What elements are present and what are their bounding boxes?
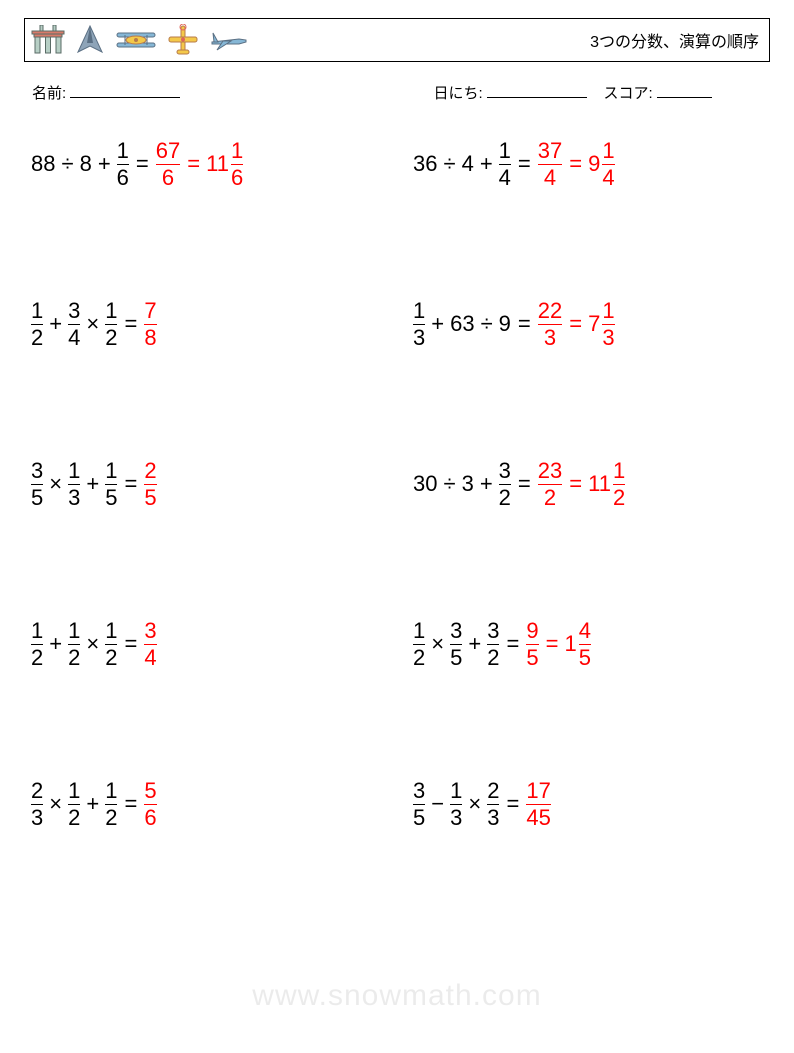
biplane-icon	[115, 27, 157, 53]
problem: 12+12×12=34	[30, 619, 382, 669]
problem: 30÷3+32=232=1112	[412, 459, 764, 509]
problem: 88÷8+16=676=1116	[30, 139, 382, 189]
problem-question: 30÷3+32	[412, 460, 512, 509]
problem-answer: 1745	[525, 780, 551, 829]
name-blank	[70, 82, 180, 98]
problem: 13+63÷9=223=713	[412, 299, 764, 349]
problem-question: 35×13+15	[30, 460, 118, 509]
problem-question: 13+63÷9	[412, 300, 512, 349]
problem-question: 36÷4+14	[412, 140, 512, 189]
equals-sign: =	[118, 473, 143, 495]
watermark: www.snowmath.com	[0, 979, 794, 1013]
equals-sign: =	[118, 633, 143, 655]
problem: 12×35+32=95=145	[412, 619, 764, 669]
airliner-icon	[209, 28, 249, 52]
problem-question: 88÷8+16	[30, 140, 130, 189]
problem: 23×12+12=56	[30, 779, 382, 829]
problem: 35×13+15=25	[30, 459, 382, 509]
problem-question: 12×35+32	[412, 620, 500, 669]
equals-sign: =	[500, 793, 525, 815]
problem-answer: 95=145	[525, 620, 592, 669]
equals-sign: =	[512, 473, 537, 495]
header: 3つの分数、演算の順序	[24, 18, 770, 62]
date-blank	[487, 82, 587, 98]
equals-sign: =	[500, 633, 525, 655]
problems-grid: 88÷8+16=676=111636÷4+14=374=91412+34×12=…	[24, 133, 770, 829]
problem: 36÷4+14=374=914	[412, 139, 764, 189]
date-label: 日にち:	[434, 85, 483, 102]
equals-sign: =	[118, 793, 143, 815]
problem-answer: 232=1112	[537, 460, 626, 509]
problem: 35−13×23=1745	[412, 779, 764, 829]
prop-plane-icon	[167, 24, 199, 56]
problem: 12+34×12=78	[30, 299, 382, 349]
problem-question: 12+34×12	[30, 300, 118, 349]
problem-answer: 223=713	[537, 300, 616, 349]
problem-question: 12+12×12	[30, 620, 118, 669]
problem-answer: 676=1116	[155, 140, 244, 189]
problem-answer: 25	[143, 460, 157, 509]
score-label: スコア:	[604, 85, 653, 102]
problem-question: 23×12+12	[30, 780, 118, 829]
meta-row: 名前: 日にち: スコア:	[24, 82, 770, 103]
problem-answer: 56	[143, 780, 157, 829]
worksheet-title: 3つの分数、演算の順序	[590, 28, 759, 52]
equals-sign: =	[512, 153, 537, 175]
equals-sign: =	[118, 313, 143, 335]
problem-answer: 78	[143, 300, 157, 349]
header-icons	[31, 24, 249, 56]
name-label: 名前:	[32, 85, 66, 102]
equals-sign: =	[512, 313, 537, 335]
score-blank	[657, 82, 712, 98]
problem-answer: 374=914	[537, 140, 616, 189]
problem-answer: 34	[143, 620, 157, 669]
jet-icon	[75, 25, 105, 55]
gate-icon	[31, 25, 65, 55]
equals-sign: =	[130, 153, 155, 175]
problem-question: 35−13×23	[412, 780, 500, 829]
